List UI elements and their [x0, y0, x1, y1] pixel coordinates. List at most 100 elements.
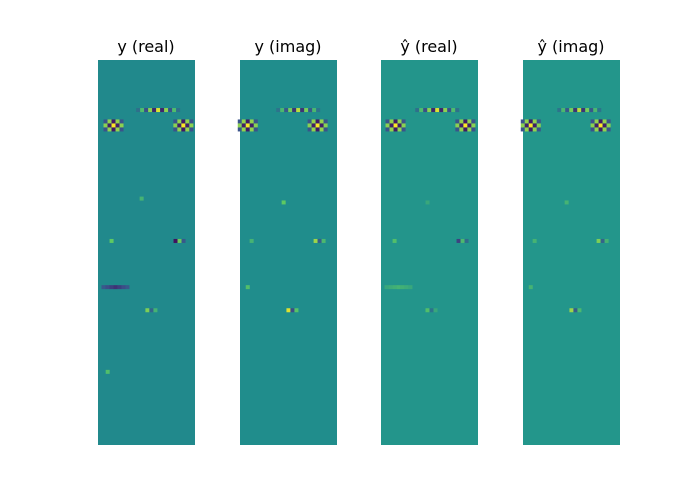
heatmap-cell [156, 108, 161, 113]
heatmap-cell [524, 119, 529, 124]
heatmap-feature-dot [109, 238, 114, 243]
heatmap-cell [393, 127, 398, 132]
heatmap-feature-pair [145, 308, 158, 313]
heatmap-cell [385, 127, 390, 132]
heatmap-cell [245, 123, 250, 128]
heatmap-cell [435, 108, 440, 113]
heatmap-cell [177, 127, 182, 132]
heatmap-feature-pair [596, 238, 609, 243]
heatmap-cell [119, 123, 124, 128]
heatmap-cell [111, 127, 116, 132]
heatmap-cell [105, 369, 110, 374]
heatmap-feature-dot [105, 369, 110, 374]
heatmap-cell [404, 285, 409, 290]
heatmap-cell [249, 127, 254, 132]
heatmap-cell [119, 119, 124, 124]
heatmap-cell [464, 238, 469, 243]
heatmap-cell [111, 123, 116, 128]
heatmap-cell [181, 119, 186, 124]
heatmap-cell [317, 238, 322, 243]
heatmap-cell [532, 119, 537, 124]
heatmap-cell [148, 108, 153, 113]
heatmap-yhat-imag [520, 60, 620, 445]
heatmap-cell [463, 119, 468, 124]
heatmap-feature-pair [313, 238, 326, 243]
heatmap-cell [321, 238, 326, 243]
heatmap-feature-ripple [415, 108, 460, 113]
heatmap-cell [423, 108, 428, 113]
heatmap-cell [249, 119, 254, 124]
panel-title: ŷ (real) [400, 37, 457, 56]
heatmap-cell [573, 108, 578, 113]
heatmap-feature-checker [385, 119, 406, 132]
heatmap-cell [524, 127, 529, 132]
heatmap-cell [460, 238, 465, 243]
heatmap-cell [419, 108, 424, 113]
heatmap-cell [160, 108, 165, 113]
heatmap-cell [606, 127, 611, 132]
heatmap-cell [319, 123, 324, 128]
heatmap-cell [401, 127, 406, 132]
panel-title: y (imag) [254, 37, 321, 56]
heatmap-cell [520, 119, 525, 124]
heatmap-cell [173, 123, 178, 128]
heatmap-cell [459, 127, 464, 132]
heatmap-cell [105, 285, 110, 290]
heatmap-feature-checker [173, 119, 194, 132]
heatmap-cell [577, 108, 582, 113]
heatmap-cell [294, 308, 299, 313]
heatmap-cell [290, 308, 295, 313]
heatmap-feature-dot [245, 285, 250, 290]
heatmap-cell [315, 119, 320, 124]
heatmap-feature-dot [528, 285, 533, 290]
heatmap-cell [176, 108, 181, 113]
heatmap-cell [319, 119, 324, 124]
heatmap-cell [598, 123, 603, 128]
heatmap-cell [594, 119, 599, 124]
heatmap-cell [288, 108, 293, 113]
heatmap-yhat-real [381, 60, 478, 445]
heatmap-cell [245, 119, 250, 124]
heatmap-feature-pair [569, 308, 582, 313]
heatmap-cell [115, 119, 120, 124]
heatmap-cell [593, 108, 598, 113]
heatmap-feature-checker [520, 119, 541, 132]
heatmap-cell [471, 119, 476, 124]
heatmap-cell [429, 308, 434, 313]
heatmap-cell [590, 123, 595, 128]
heatmap-cell [577, 308, 582, 313]
heatmap-feature-checker [307, 119, 328, 132]
heatmap-cell [323, 119, 328, 124]
heatmap-cell [401, 123, 406, 128]
panel-y-imag: y (imag) [237, 37, 337, 445]
heatmap-cell [308, 108, 313, 113]
heatmap-cell [313, 238, 318, 243]
heatmap-cell [177, 123, 182, 128]
heatmap-cell [185, 123, 190, 128]
heatmap-cell [385, 123, 390, 128]
heatmap-feature-streak [101, 285, 130, 290]
heatmap-feature-pair [286, 308, 299, 313]
heatmap-cell [604, 238, 609, 243]
heatmap-cell [185, 119, 190, 124]
heatmap-cell [443, 108, 448, 113]
heatmap-cell [101, 285, 106, 290]
heatmap-cell [253, 127, 258, 132]
heatmap-background [381, 60, 478, 445]
heatmap-cell [103, 127, 108, 132]
heatmap-feature-checker [590, 119, 611, 132]
heatmap-cell [463, 127, 468, 132]
heatmap-cell [447, 108, 452, 113]
heatmap-cell [598, 127, 603, 132]
heatmap-cell [189, 127, 194, 132]
heatmap-cell [311, 119, 316, 124]
heatmap-cell [249, 238, 254, 243]
heatmap-cell [109, 238, 114, 243]
heatmap-cell [307, 127, 312, 132]
heatmap-cell [536, 127, 541, 132]
heatmap-cell [173, 127, 178, 132]
heatmap-cell [415, 108, 420, 113]
heatmap-cell [389, 127, 394, 132]
heatmap-cell [152, 108, 157, 113]
heatmap-cell [385, 119, 390, 124]
